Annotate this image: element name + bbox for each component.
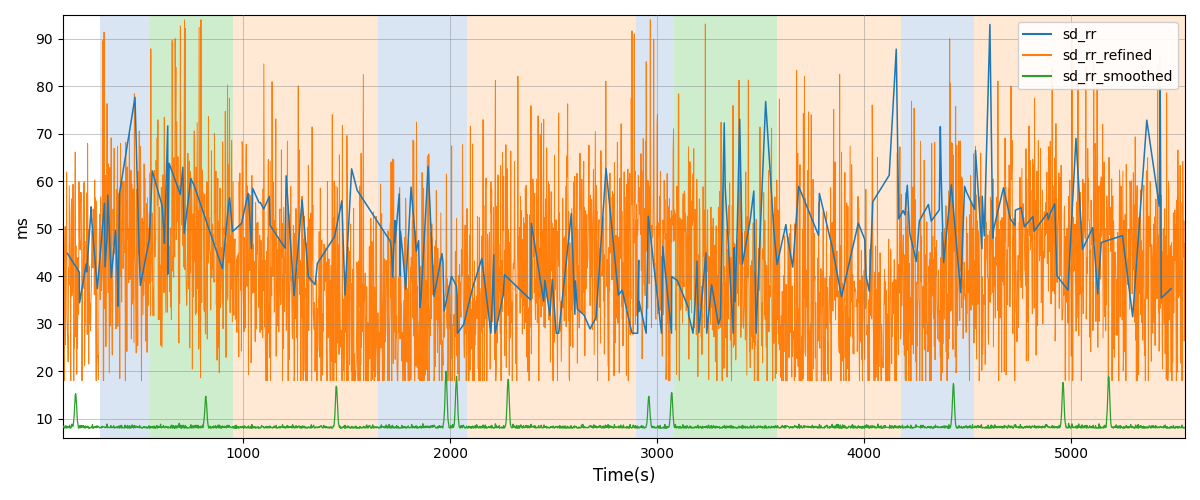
sd_rr_smoothed bbox=[184, 424, 198, 430]
Bar bbox=[100, 15, 150, 438]
X-axis label: Time(s): Time(s) bbox=[593, 467, 655, 485]
sd_rr_refined bbox=[185, 175, 199, 181]
Bar bbox=[974, 15, 1184, 438]
Bar bbox=[467, 15, 636, 438]
Line: sd_rr: sd_rr bbox=[67, 24, 1171, 333]
Bar bbox=[673, 15, 778, 438]
sd_rr bbox=[967, 206, 982, 212]
sd_rr_refined bbox=[55, 228, 70, 234]
Bar bbox=[636, 15, 673, 438]
Line: sd_rr_smoothed: sd_rr_smoothed bbox=[62, 371, 1184, 428]
sd_rr bbox=[632, 298, 647, 304]
Bar bbox=[150, 15, 233, 438]
sd_rr bbox=[1014, 204, 1028, 210]
sd_rr bbox=[60, 250, 74, 256]
Y-axis label: ms: ms bbox=[16, 215, 30, 238]
sd_rr bbox=[1164, 286, 1178, 292]
Bar bbox=[778, 15, 901, 438]
sd_rr_refined bbox=[1177, 240, 1192, 246]
sd_rr bbox=[383, 238, 397, 244]
Bar bbox=[901, 15, 974, 438]
sd_rr_refined bbox=[487, 286, 502, 292]
sd_rr_smoothed bbox=[487, 425, 502, 431]
Legend: sd_rr, sd_rr_refined, sd_rr_smoothed: sd_rr, sd_rr_refined, sd_rr_smoothed bbox=[1018, 22, 1178, 90]
sd_rr bbox=[450, 330, 464, 336]
sd_rr_smoothed bbox=[55, 424, 70, 430]
sd_rr_smoothed bbox=[1157, 423, 1171, 429]
sd_rr_smoothed bbox=[161, 425, 175, 431]
sd_rr_refined bbox=[251, 252, 265, 258]
sd_rr_refined bbox=[1157, 272, 1171, 278]
Bar bbox=[233, 15, 378, 438]
sd_rr_smoothed bbox=[535, 425, 550, 431]
Bar bbox=[378, 15, 467, 438]
sd_rr_refined bbox=[178, 16, 192, 22]
sd_rr bbox=[388, 240, 402, 246]
sd_rr bbox=[996, 184, 1010, 190]
sd_rr_refined bbox=[1036, 320, 1050, 326]
sd_rr_refined bbox=[56, 378, 71, 384]
sd_rr_refined bbox=[535, 228, 550, 234]
sd_rr_smoothed bbox=[1036, 424, 1050, 430]
sd_rr bbox=[983, 22, 997, 28]
sd_rr_smoothed bbox=[251, 424, 265, 430]
Line: sd_rr_refined: sd_rr_refined bbox=[62, 20, 1184, 380]
sd_rr_smoothed bbox=[439, 368, 454, 374]
sd_rr_smoothed bbox=[1177, 424, 1192, 430]
